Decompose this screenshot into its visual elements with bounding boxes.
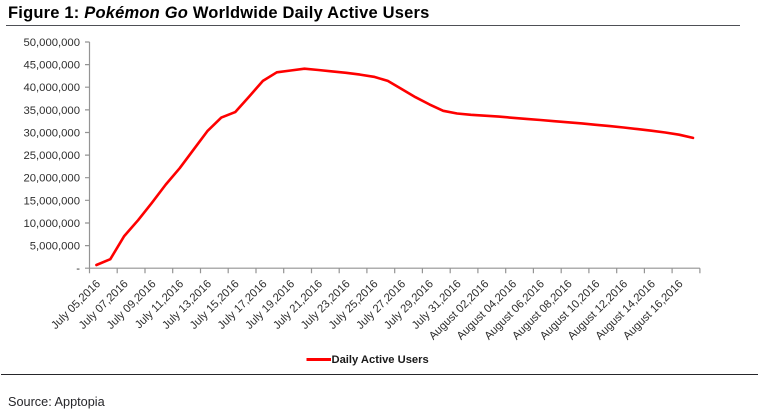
svg-text:25,000,000: 25,000,000 [23, 150, 80, 162]
svg-text:50,000,000: 50,000,000 [23, 37, 80, 49]
svg-text:20,000,000: 20,000,000 [23, 173, 80, 185]
svg-text:Daily Active Users: Daily Active Users [332, 354, 429, 366]
svg-text:45,000,000: 45,000,000 [23, 60, 80, 72]
svg-text:30,000,000: 30,000,000 [23, 128, 80, 140]
svg-text:15,000,000: 15,000,000 [23, 195, 80, 207]
svg-text:10,000,000: 10,000,000 [23, 218, 80, 230]
svg-text:-: - [76, 263, 80, 275]
svg-text:40,000,000: 40,000,000 [23, 82, 80, 94]
svg-text:35,000,000: 35,000,000 [23, 105, 80, 117]
svg-text:5,000,000: 5,000,000 [30, 241, 80, 253]
